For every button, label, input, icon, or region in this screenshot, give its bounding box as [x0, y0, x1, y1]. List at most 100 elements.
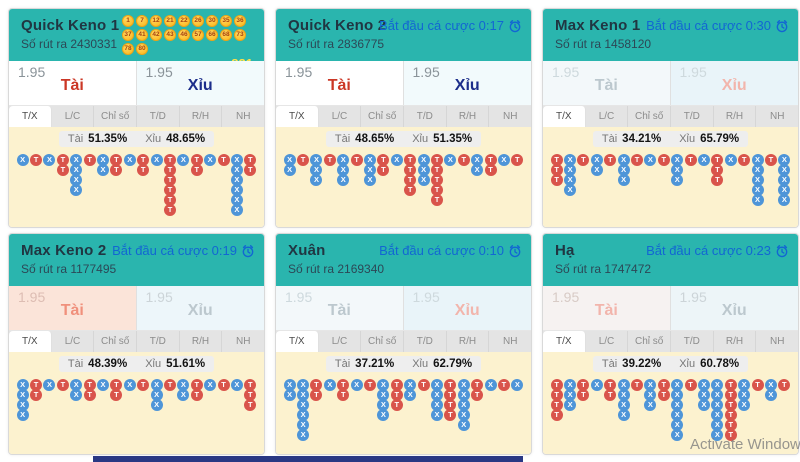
road-cell-xiu: X: [377, 409, 390, 421]
road-column: T: [764, 154, 777, 166]
road-column: X: [350, 379, 363, 391]
bet-xiu-button[interactable]: 1.95 Xỉu: [403, 286, 531, 330]
tab-tx[interactable]: T/X: [9, 331, 52, 352]
tab-td[interactable]: T/D: [671, 331, 714, 352]
road-cell-xiu: X: [97, 154, 110, 166]
tab-chs[interactable]: Chỉ số: [361, 331, 405, 352]
game-title: Quick Keno 1: [21, 17, 120, 34]
road-cell-tai: T: [217, 154, 230, 166]
tab-nh[interactable]: NH: [235, 336, 251, 347]
road-cell-xiu: X: [671, 379, 684, 391]
game-card: Max Keno 1 Số rút ra 1458120 Bắt đầu cá …: [542, 8, 799, 228]
bet-tai-button[interactable]: 1.95 Tài: [276, 61, 404, 105]
road-cell-xiu: X: [617, 154, 630, 166]
road-cell-tai: T: [430, 184, 443, 196]
tab-nh[interactable]: NH: [769, 111, 785, 122]
tai-stat-value: 34.21%: [622, 133, 662, 145]
game-card: Hạ Số rút ra 1747472 Bắt đầu cá cược 0:2…: [542, 233, 799, 455]
draw-number: Số rút ra 1458120: [555, 37, 652, 51]
tab-lc[interactable]: L/C: [52, 331, 95, 352]
road-cell-xiu: X: [778, 154, 791, 166]
road-cell-tai: T: [430, 154, 443, 166]
tab-td[interactable]: T/D: [137, 331, 180, 352]
stats-chip: Tài 51.35% Xỉu 48.65%: [58, 131, 215, 147]
bet-xiu-button[interactable]: 1.95 Xỉu: [136, 286, 264, 330]
road-cell-tai: T: [604, 154, 617, 166]
tab-tx[interactable]: T/X: [9, 106, 52, 127]
tab-chs[interactable]: Chỉ số: [628, 331, 672, 352]
tab-td[interactable]: T/D: [404, 331, 447, 352]
bet-tai-button[interactable]: 1.95 Tài: [543, 286, 671, 330]
road-cell-tai: T: [484, 154, 497, 166]
keno-ball: 36: [234, 15, 246, 27]
tab-rh[interactable]: R/H: [714, 106, 757, 127]
card-header: Xuân Số rút ra 2169340 Bắt đầu cá cược 0…: [276, 234, 531, 286]
odds-row: 1.95 Tài 1.95 Xỉu: [9, 61, 264, 106]
road-cell-tai: T: [244, 379, 257, 391]
tab-tx[interactable]: T/X: [276, 331, 319, 352]
xiu-odds-value: 1.95: [412, 289, 440, 305]
tab-chs[interactable]: Chỉ số: [361, 106, 405, 127]
countdown: Bắt đầu cá cược 0:19: [112, 243, 255, 258]
bet-tai-button[interactable]: 1.95 Tài: [276, 286, 404, 330]
tab-rh[interactable]: R/H: [180, 331, 223, 352]
road-cell-xiu: X: [150, 154, 163, 166]
road-column: T: [604, 154, 617, 166]
tab-nh[interactable]: NH: [502, 336, 518, 347]
tab-tx[interactable]: T/X: [543, 331, 586, 352]
tab-nh[interactable]: NH: [502, 111, 518, 122]
tab-chs[interactable]: Chỉ số: [94, 331, 138, 352]
tab-chs[interactable]: Chỉ số: [94, 106, 138, 127]
bet-xiu-button[interactable]: 1.95 Xỉu: [136, 61, 264, 105]
tab-lc[interactable]: L/C: [586, 331, 629, 352]
tab-tx[interactable]: T/X: [276, 106, 319, 127]
road-cell-tai: T: [550, 379, 563, 391]
road-cell-xiu: X: [364, 174, 377, 186]
road-cell-xiu: X: [150, 389, 163, 401]
tab-rh[interactable]: R/H: [180, 106, 223, 127]
road-cell-xiu: X: [564, 389, 577, 401]
tab-nh[interactable]: NH: [769, 336, 785, 347]
road-cell-tai: T: [56, 164, 69, 176]
road-cell-tai: T: [297, 154, 310, 166]
tab-lc[interactable]: L/C: [319, 106, 362, 127]
tab-lc[interactable]: L/C: [52, 106, 95, 127]
tab-lc[interactable]: L/C: [586, 106, 629, 127]
road-cell-xiu: X: [283, 164, 296, 176]
tab-rh[interactable]: R/H: [447, 331, 490, 352]
bet-xiu-button[interactable]: 1.95 Xỉu: [670, 286, 798, 330]
road-cell-tai: T: [550, 164, 563, 176]
road-column: X: [697, 154, 710, 166]
road-column: X: [203, 379, 217, 391]
draw-number: Số rút ra 2169340: [288, 262, 385, 276]
tab-lc[interactable]: L/C: [319, 331, 362, 352]
bet-tai-button[interactable]: 1.95 Tài: [9, 286, 137, 330]
bet-xiu-button[interactable]: 1.95 Xỉu: [670, 61, 798, 105]
tab-nh[interactable]: NH: [235, 111, 251, 122]
tab-rh[interactable]: R/H: [447, 106, 490, 127]
bet-xiu-button[interactable]: 1.95 Xỉu: [403, 61, 531, 105]
tab-td[interactable]: T/D: [671, 106, 714, 127]
road-cell-xiu: X: [377, 379, 390, 391]
game-title: Hạ: [555, 242, 575, 259]
keno-ball: 21: [164, 15, 176, 27]
tab-tx[interactable]: T/X: [543, 106, 586, 127]
bet-tai-button[interactable]: 1.95 Tài: [9, 61, 137, 105]
bet-tai-button[interactable]: 1.95 Tài: [543, 61, 671, 105]
road-column: T: [137, 379, 150, 391]
tab-td[interactable]: T/D: [404, 106, 447, 127]
tab-chs[interactable]: Chỉ số: [628, 106, 672, 127]
tab-td[interactable]: T/D: [137, 106, 180, 127]
tab-rh[interactable]: R/H: [714, 331, 757, 352]
road-column: T: [737, 154, 751, 166]
tai-odds-value: 1.95: [285, 289, 313, 305]
